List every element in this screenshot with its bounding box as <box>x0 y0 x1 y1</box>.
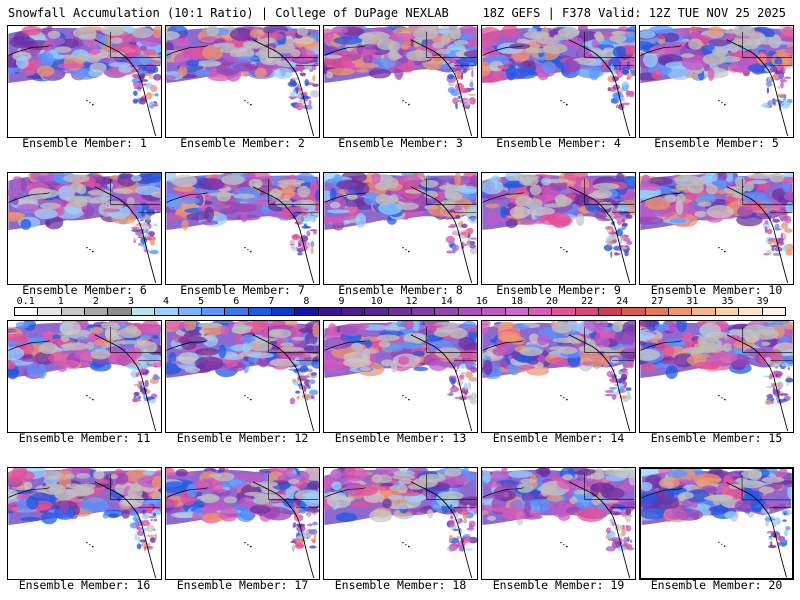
colorbar-swatch <box>412 308 436 315</box>
ensemble-map-2[interactable] <box>165 25 320 138</box>
ensemble-map-10[interactable] <box>639 172 794 285</box>
colorbar-swatch <box>505 308 529 315</box>
ensemble-member-label: Ensemble Member: 1 <box>22 136 147 150</box>
colorbar-tick-label: 24 <box>616 296 629 307</box>
run-info: 18Z GEFS | F378 Valid: 12Z TUE NOV 25 20… <box>482 6 786 20</box>
colorbar-tick-label: 12 <box>405 296 418 307</box>
colorbar-tick-label: 3 <box>127 296 134 307</box>
ensemble-member-label: Ensemble Member: 11 <box>18 431 151 445</box>
ensemble-member-label: Ensemble Member: 5 <box>654 136 779 150</box>
ensemble-map-1[interactable] <box>7 25 162 138</box>
map-title: Snowfall Accumulation (10:1 Ratio) | Col… <box>8 6 449 20</box>
colorbar-tick-label: 14 <box>440 296 453 307</box>
colorbar-tick-label: 10 <box>370 296 383 307</box>
colorbar-swatch <box>762 308 785 315</box>
ensemble-map-7[interactable] <box>165 172 320 285</box>
ensemble-member-label: Ensemble Member: 14 <box>492 431 625 445</box>
ensemble-member-label: Ensemble Member: 8 <box>338 283 463 297</box>
ensemble-member-label: Ensemble Member: 12 <box>176 431 309 445</box>
colorbar-swatch <box>248 308 272 315</box>
ensemble-map-14[interactable] <box>481 320 636 433</box>
colorbar-swatch <box>108 308 132 315</box>
colorbar-swatch <box>622 308 646 315</box>
ensemble-member-label: Ensemble Member: 7 <box>180 283 305 297</box>
colorbar-swatch <box>575 308 599 315</box>
ensemble-map-15[interactable] <box>639 320 794 433</box>
ensemble-map-12[interactable] <box>165 320 320 433</box>
colorbar-swatch <box>435 308 459 315</box>
ensemble-member-label: Ensemble Member: 9 <box>496 283 621 297</box>
ensemble-map-18[interactable] <box>323 467 478 580</box>
ensemble-map-8[interactable] <box>323 172 478 285</box>
colorbar-tick-label: 5 <box>198 296 205 307</box>
ensemble-member-label: Ensemble Member: 16 <box>18 578 151 592</box>
colorbar-swatch <box>61 308 86 315</box>
ensemble-member-label: Ensemble Member: 10 <box>650 283 783 297</box>
ensemble-map-9[interactable] <box>481 172 636 285</box>
colorbar-tick-label: 20 <box>546 296 559 307</box>
ensemble-map-13[interactable] <box>323 320 478 433</box>
colorbar-swatch <box>552 308 576 315</box>
ensemble-member-label: Ensemble Member: 2 <box>180 136 305 150</box>
colorbar-tick-label: 22 <box>581 296 594 307</box>
colorbar-swatch <box>388 308 413 315</box>
ensemble-member-label: Ensemble Member: 17 <box>176 578 309 592</box>
colorbar-tick-label: 35 <box>721 296 734 307</box>
ensemble-member-label: Ensemble Member: 3 <box>338 136 463 150</box>
colorbar-swatch <box>482 308 506 315</box>
ensemble-member-label: Ensemble Member: 6 <box>22 283 147 297</box>
ensemble-member-label: Ensemble Member: 15 <box>650 431 783 445</box>
colorbar-swatch <box>342 308 366 315</box>
ensemble-map-19[interactable] <box>481 467 636 580</box>
colorbar-tick-label: 1 <box>57 296 64 307</box>
colorbar-swatch <box>458 308 483 315</box>
colorbar-tick-label: 16 <box>475 296 488 307</box>
colorbar-tick-label: 9 <box>338 296 345 307</box>
colorbar-swatch <box>155 308 179 315</box>
colorbar-swatch <box>225 308 249 315</box>
colorbar-tick-label: 27 <box>651 296 664 307</box>
ensemble-map-3[interactable] <box>323 25 478 138</box>
colorbar-tick-label: 4 <box>163 296 170 307</box>
snowfall-colorbar <box>14 307 786 316</box>
colorbar-tick-label: 8 <box>303 296 310 307</box>
colorbar-swatch <box>528 308 553 315</box>
colorbar-swatch <box>692 308 716 315</box>
colorbar-swatch <box>271 308 296 315</box>
ensemble-map-11[interactable] <box>7 320 162 433</box>
colorbar-swatch <box>15 308 39 315</box>
colorbar-swatch <box>38 308 62 315</box>
colorbar-swatch <box>669 308 693 315</box>
colorbar-swatch <box>295 308 319 315</box>
ensemble-member-label: Ensemble Member: 20 <box>650 578 783 592</box>
colorbar-swatch <box>598 308 623 315</box>
colorbar-tick-label: 0.1 <box>16 296 35 307</box>
ensemble-member-label: Ensemble Member: 18 <box>334 578 467 592</box>
ensemble-map-17[interactable] <box>165 467 320 580</box>
ensemble-member-label: Ensemble Member: 13 <box>334 431 467 445</box>
ensemble-map-4[interactable] <box>481 25 636 138</box>
colorbar-swatch <box>178 308 202 315</box>
colorbar-tick-label: 18 <box>510 296 523 307</box>
colorbar-swatch <box>131 308 156 315</box>
ensemble-map-16[interactable] <box>7 467 162 580</box>
colorbar-swatch <box>85 308 109 315</box>
colorbar-tick-label: 2 <box>92 296 99 307</box>
colorbar-swatch <box>645 308 670 315</box>
colorbar-swatch <box>318 308 343 315</box>
colorbar-tick-label: 6 <box>233 296 240 307</box>
colorbar-swatch <box>201 308 226 315</box>
colorbar-tick-label: 7 <box>268 296 275 307</box>
ensemble-member-label: Ensemble Member: 19 <box>492 578 625 592</box>
ensemble-member-label: Ensemble Member: 4 <box>496 136 621 150</box>
colorbar-tick-label: 31 <box>686 296 699 307</box>
ensemble-map-6[interactable] <box>7 172 162 285</box>
colorbar-swatch <box>715 308 740 315</box>
colorbar-swatch <box>739 308 763 315</box>
ensemble-map-20[interactable] <box>639 467 794 580</box>
colorbar-swatch <box>365 308 389 315</box>
ensemble-map-5[interactable] <box>639 25 794 138</box>
colorbar-tick-label: 39 <box>756 296 769 307</box>
